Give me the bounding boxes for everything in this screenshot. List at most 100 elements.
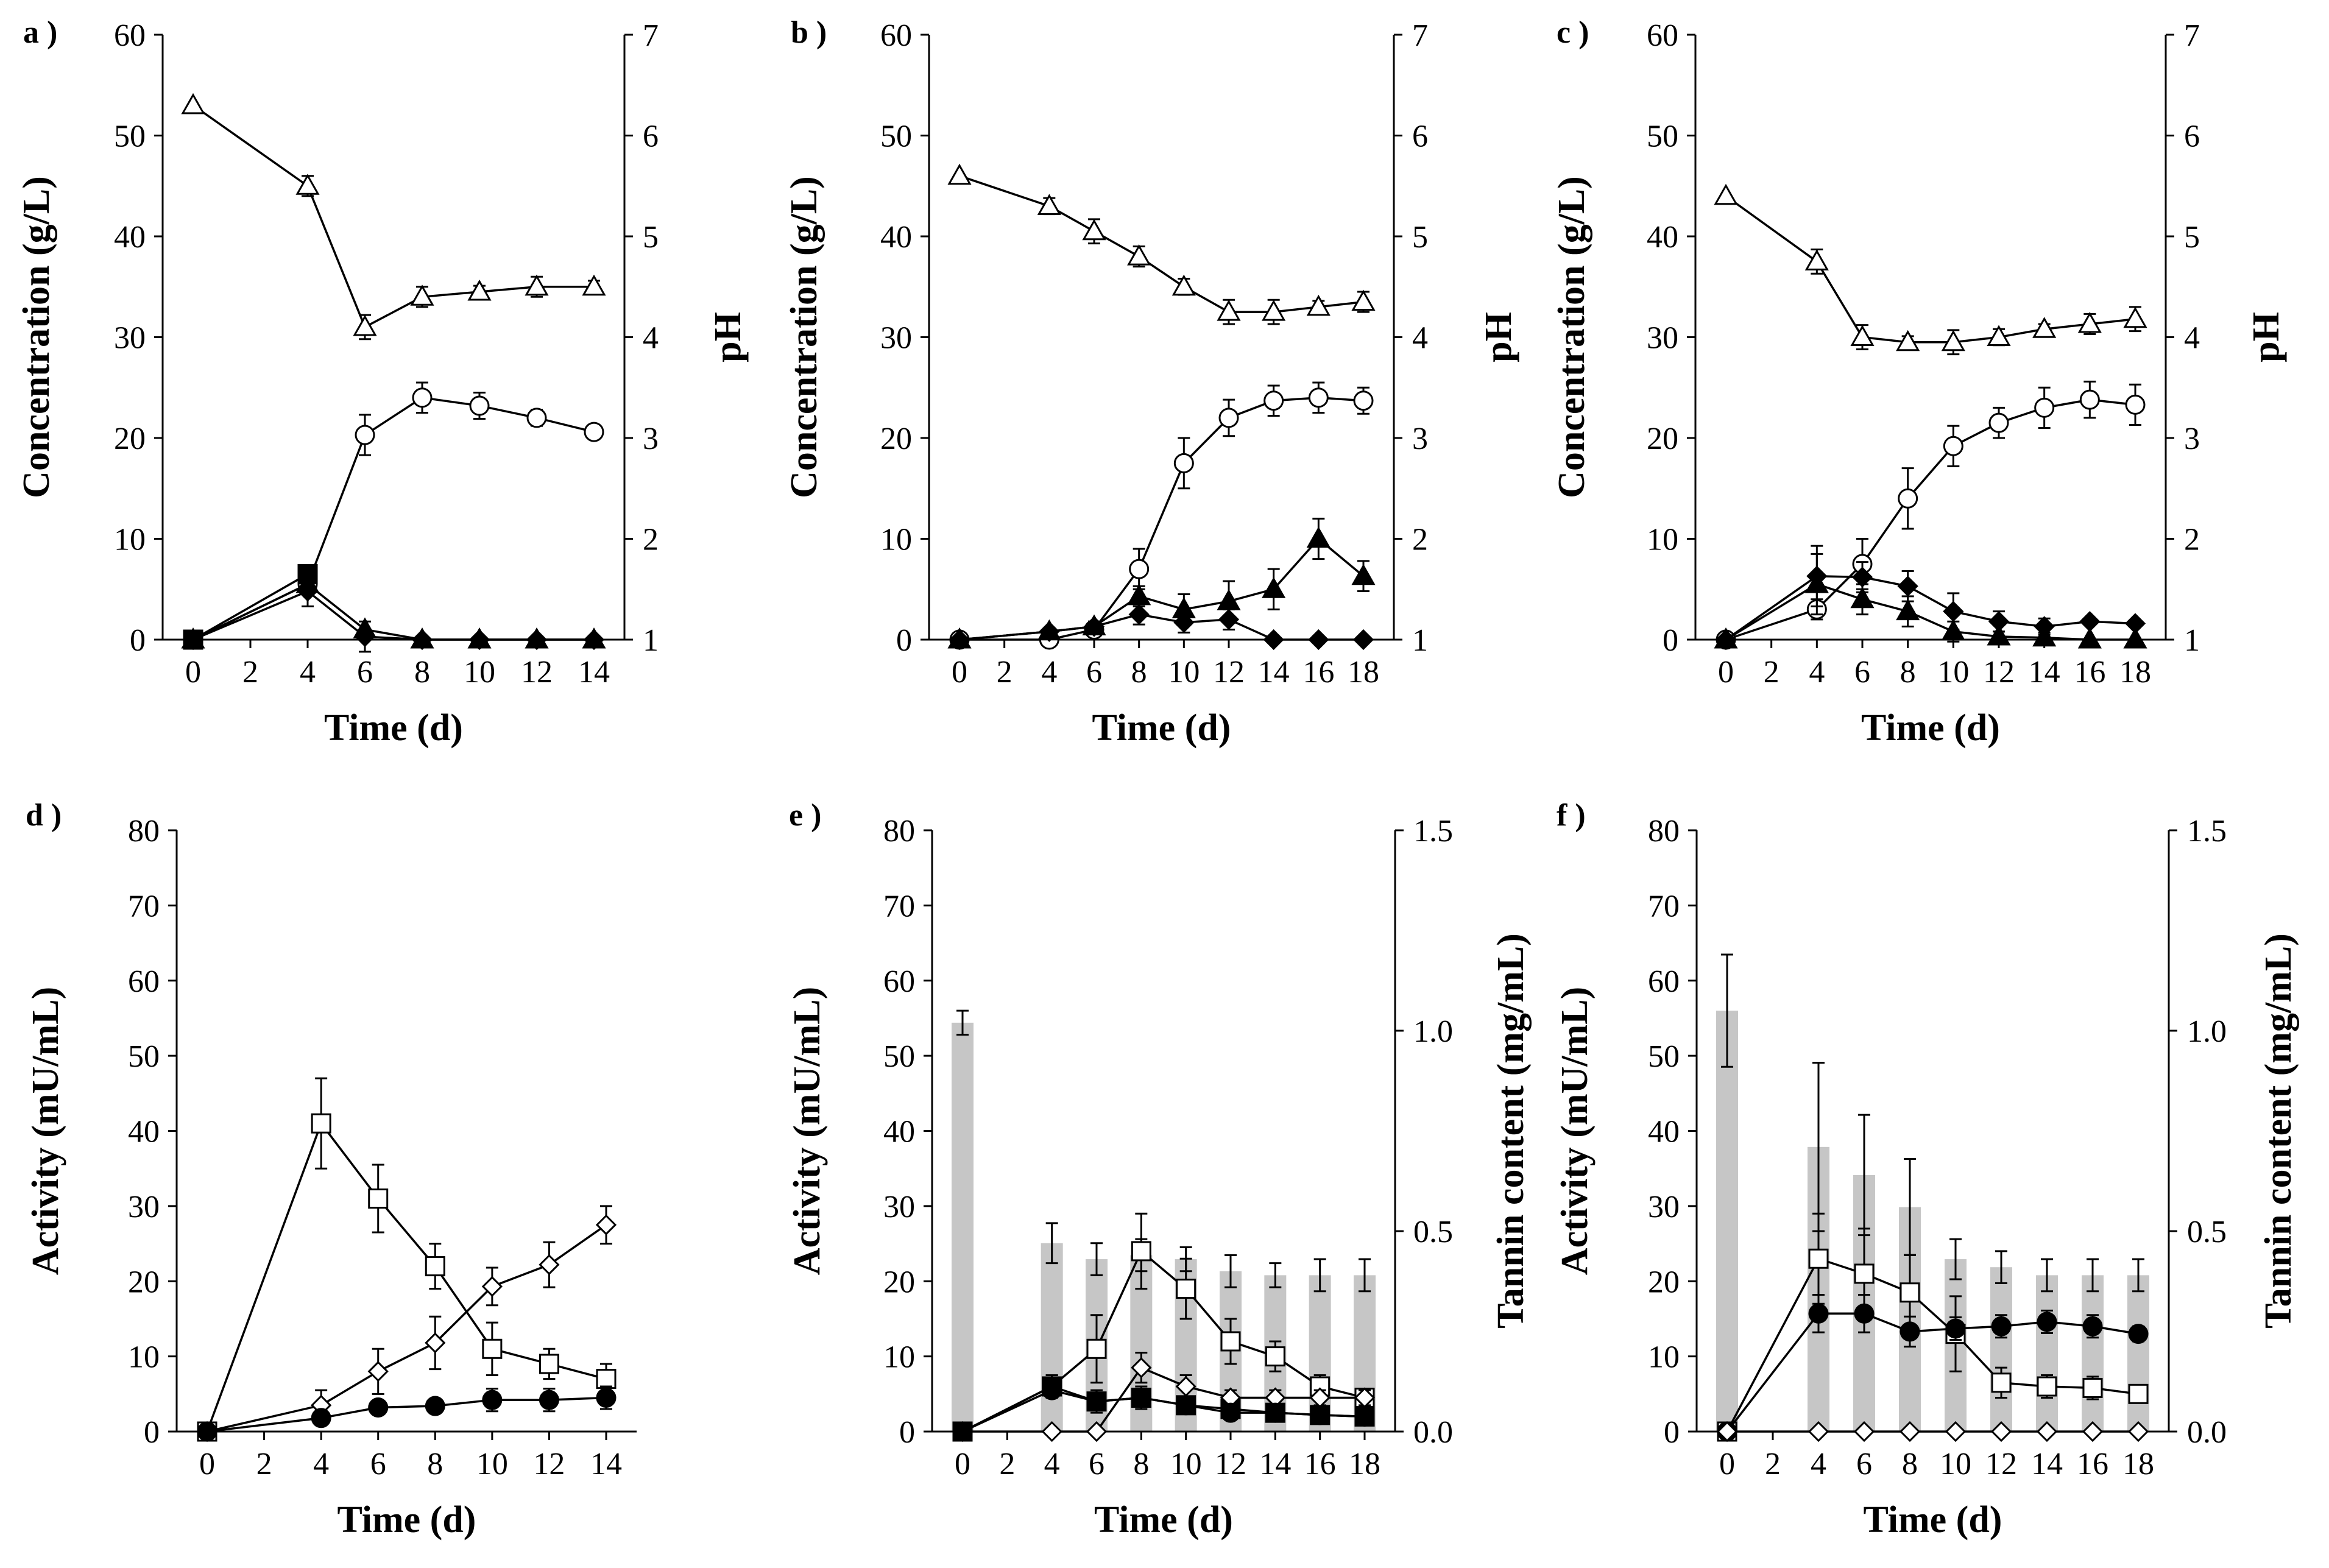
data-point-circle bbox=[2125, 394, 2146, 415]
data-point-diamond bbox=[539, 1254, 560, 1276]
x-tick-label: 14 bbox=[1259, 1447, 1291, 1481]
y2-tick-label: 3 bbox=[643, 422, 659, 456]
y-tick-label: 40 bbox=[128, 1115, 160, 1150]
series-line bbox=[1725, 583, 2135, 641]
series-triangle-open bbox=[947, 163, 1376, 325]
data-point-circle bbox=[1176, 1395, 1196, 1416]
y-tick-label: 0 bbox=[144, 1415, 160, 1450]
x-tick-label: 12 bbox=[1985, 1447, 2017, 1481]
data-point-triangle bbox=[1987, 325, 2011, 346]
data-point-diamond bbox=[1041, 1421, 1062, 1443]
y2-axis-label: Tannin content (mg/mL) bbox=[2258, 933, 2299, 1329]
y-tick-label: 50 bbox=[114, 119, 146, 154]
y2-tick-label: 7 bbox=[643, 18, 659, 53]
data-point-diamond bbox=[1308, 629, 1329, 651]
data-point-circle bbox=[526, 408, 547, 428]
series-line bbox=[193, 396, 595, 641]
y-tick-label: 10 bbox=[128, 1340, 160, 1375]
data-point-diamond bbox=[1897, 576, 1918, 597]
data-point-triangle bbox=[295, 174, 320, 195]
data-point-circle bbox=[2037, 1312, 2057, 1332]
data-point-circle bbox=[1310, 1405, 1331, 1425]
series-circle-filled bbox=[197, 1385, 617, 1442]
y-tick-label: 60 bbox=[128, 964, 160, 999]
data-point-diamond bbox=[425, 1332, 446, 1354]
data-point-triangle bbox=[1850, 587, 1875, 609]
data-point-triangle bbox=[2032, 625, 2057, 647]
data-point-circle bbox=[539, 1390, 559, 1410]
y-tick-label: 70 bbox=[883, 889, 915, 923]
y2-tick-label: 2 bbox=[643, 523, 659, 557]
data-point-circle bbox=[1265, 1402, 1285, 1423]
data-point-diamond bbox=[1131, 1357, 1152, 1379]
x-tick-label: 10 bbox=[464, 655, 495, 690]
data-point-diamond bbox=[1808, 1421, 1829, 1443]
x-tick-label: 12 bbox=[521, 655, 553, 690]
data-point-circle bbox=[1898, 488, 1918, 509]
y2-tick-label: 1 bbox=[2184, 623, 2200, 658]
data-point-diamond bbox=[481, 1276, 503, 1298]
y-tick-label: 50 bbox=[1648, 1039, 1680, 1074]
y-tick-label: 20 bbox=[880, 422, 912, 456]
series-circle-filled bbox=[952, 1380, 1375, 1442]
data-point-circle bbox=[2082, 1316, 2103, 1337]
x-tick-label: 10 bbox=[1940, 1447, 1971, 1481]
data-point-triangle bbox=[2123, 306, 2147, 328]
panel-label: e ) bbox=[789, 798, 821, 833]
x-tick-label: 8 bbox=[1902, 1447, 1918, 1481]
x-tick-label: 10 bbox=[1937, 655, 1969, 690]
x-tick-label: 6 bbox=[1089, 1447, 1104, 1481]
series-line bbox=[962, 1385, 1365, 1433]
panel-label: a ) bbox=[23, 15, 57, 50]
y-tick-label: 30 bbox=[1647, 321, 1678, 356]
data-point-circle bbox=[2079, 389, 2100, 410]
x-tick-label: 2 bbox=[1764, 655, 1779, 690]
y-tick-label: 10 bbox=[114, 523, 146, 557]
x-tick-label: 10 bbox=[1168, 655, 1200, 690]
x-tick-label: 6 bbox=[370, 1447, 386, 1481]
x-axis-label: Time (d) bbox=[1864, 1499, 2002, 1541]
x-tick-label: 6 bbox=[357, 655, 373, 690]
series-line bbox=[206, 1121, 607, 1432]
data-point-triangle bbox=[1804, 571, 1829, 593]
data-point-triangle bbox=[1896, 330, 1920, 351]
panel-d: 0 2 4 6 8 10 12 14 0 10 20 30 40 50 60 70 80 Time (d) Acti… bbox=[25, 798, 637, 1541]
data-point-triangle bbox=[181, 93, 205, 115]
data-point-diamond bbox=[595, 1214, 617, 1235]
data-point-square bbox=[1265, 1346, 1285, 1367]
y-tick-label: 10 bbox=[880, 523, 912, 557]
tannin-bar bbox=[952, 1022, 974, 1432]
data-point-triangle bbox=[1941, 619, 1965, 641]
data-point-diamond bbox=[1173, 612, 1195, 633]
data-point-triangle bbox=[1714, 183, 1738, 205]
data-point-triangle bbox=[947, 163, 972, 185]
y-tick-label: 30 bbox=[114, 321, 146, 356]
tannin-bar bbox=[2127, 1275, 2149, 1432]
series-diamond-filled bbox=[949, 603, 1374, 651]
panel-b: 0 2 4 6 8 10 12 14 16 1801020304050601234567Time … bbox=[783, 15, 1519, 749]
y-tick-label: 10 bbox=[883, 1340, 915, 1375]
data-point-circle bbox=[1086, 1391, 1107, 1412]
y-tick-label: 70 bbox=[1648, 889, 1680, 923]
data-point-triangle bbox=[1306, 294, 1331, 316]
x-tick-label: 2 bbox=[242, 655, 258, 690]
data-point-square bbox=[1220, 1331, 1241, 1352]
data-point-diamond bbox=[1899, 1421, 1921, 1443]
series-diamond-open bbox=[1716, 1421, 2149, 1443]
data-point-square bbox=[1808, 1248, 1829, 1269]
series-line bbox=[959, 537, 1365, 641]
data-point-triangle bbox=[181, 627, 205, 649]
data-point-diamond bbox=[1128, 604, 1150, 625]
data-point-circle bbox=[412, 387, 433, 408]
data-point-square bbox=[1131, 1241, 1151, 1262]
data-point-circle bbox=[469, 395, 490, 416]
y-tick-label: 30 bbox=[883, 1190, 915, 1224]
data-point-triangle bbox=[2077, 311, 2102, 333]
data-point-triangle bbox=[525, 627, 549, 649]
y2-tick-label: 2 bbox=[1412, 523, 1428, 557]
data-point-triangle bbox=[2077, 627, 2102, 649]
tannin-bar bbox=[1990, 1267, 2012, 1432]
data-point-circle bbox=[2034, 397, 2055, 418]
data-point-diamond bbox=[949, 629, 970, 651]
